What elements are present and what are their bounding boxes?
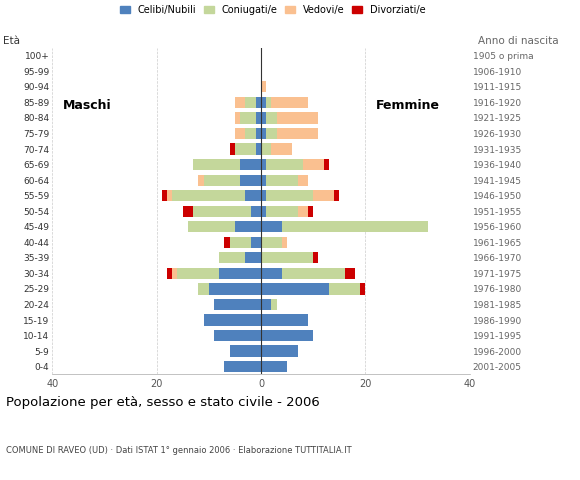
Bar — [313, 252, 318, 264]
Bar — [256, 128, 261, 139]
Bar — [334, 190, 339, 201]
Bar — [261, 144, 271, 155]
Bar — [224, 361, 261, 372]
Bar — [266, 128, 277, 139]
Bar — [167, 190, 172, 201]
Bar — [209, 283, 261, 295]
Bar — [261, 252, 313, 264]
Bar — [261, 159, 266, 170]
Bar — [266, 159, 303, 170]
Bar — [345, 268, 355, 279]
Bar — [298, 205, 308, 217]
Text: Età: Età — [3, 36, 20, 46]
Bar — [214, 299, 261, 310]
Bar — [324, 159, 329, 170]
Bar — [235, 221, 261, 232]
Bar — [261, 268, 282, 279]
Bar — [162, 190, 167, 201]
Bar — [198, 283, 209, 295]
Bar — [251, 205, 261, 217]
Bar — [261, 205, 266, 217]
Bar — [261, 237, 282, 248]
Bar — [240, 175, 261, 186]
Bar — [261, 221, 282, 232]
Bar — [224, 237, 230, 248]
Text: Anno di nascita: Anno di nascita — [478, 36, 559, 46]
Bar — [282, 237, 287, 248]
Bar — [266, 190, 313, 201]
Bar — [235, 128, 245, 139]
Bar — [271, 144, 292, 155]
Bar — [266, 97, 271, 108]
Bar — [261, 112, 266, 123]
Bar — [282, 221, 428, 232]
Text: COMUNE DI RAVEO (UD) · Dati ISTAT 1° gennaio 2006 · Elaborazione TUTTITALIA.IT: COMUNE DI RAVEO (UD) · Dati ISTAT 1° gen… — [6, 446, 351, 456]
Bar — [183, 205, 193, 217]
Text: Femmine: Femmine — [376, 99, 440, 112]
Bar — [235, 97, 245, 108]
Bar — [261, 346, 298, 357]
Bar — [266, 112, 277, 123]
Bar — [261, 175, 266, 186]
Bar — [256, 112, 261, 123]
Bar — [240, 112, 256, 123]
Bar — [245, 128, 256, 139]
Bar — [261, 128, 266, 139]
Bar — [266, 205, 298, 217]
Bar — [219, 252, 245, 264]
Legend: Celibi/Nubili, Coniugati/e, Vedovi/e, Divorziati/e: Celibi/Nubili, Coniugati/e, Vedovi/e, Di… — [120, 5, 425, 15]
Bar — [261, 283, 329, 295]
Bar — [188, 221, 235, 232]
Bar — [230, 144, 235, 155]
Bar — [245, 190, 261, 201]
Bar — [261, 97, 266, 108]
Bar — [261, 330, 313, 341]
Text: Maschi: Maschi — [63, 99, 111, 112]
Bar — [245, 97, 256, 108]
Bar — [251, 237, 261, 248]
Bar — [282, 268, 345, 279]
Bar — [261, 361, 287, 372]
Bar — [261, 190, 266, 201]
Bar — [193, 159, 240, 170]
Bar — [230, 346, 261, 357]
Bar — [167, 268, 172, 279]
Bar — [198, 175, 204, 186]
Bar — [214, 330, 261, 341]
Bar — [261, 81, 266, 93]
Bar — [303, 159, 324, 170]
Bar — [271, 299, 277, 310]
Bar — [256, 97, 261, 108]
Bar — [271, 97, 308, 108]
Bar — [230, 237, 251, 248]
Bar — [266, 175, 298, 186]
Bar — [177, 268, 219, 279]
Bar — [256, 144, 261, 155]
Text: Popolazione per età, sesso e stato civile - 2006: Popolazione per età, sesso e stato civil… — [6, 396, 320, 409]
Bar — [193, 205, 251, 217]
Bar — [219, 268, 261, 279]
Bar — [261, 314, 308, 325]
Bar — [277, 112, 318, 123]
Bar — [235, 144, 256, 155]
Bar — [204, 314, 261, 325]
Bar — [235, 112, 240, 123]
Bar — [329, 283, 360, 295]
Bar — [245, 252, 261, 264]
Bar — [308, 205, 313, 217]
Bar — [313, 190, 334, 201]
Bar — [172, 190, 245, 201]
Bar — [172, 268, 177, 279]
Bar — [204, 175, 240, 186]
Bar — [298, 175, 308, 186]
Bar — [261, 299, 271, 310]
Bar — [277, 128, 318, 139]
Bar — [360, 283, 365, 295]
Bar — [240, 159, 261, 170]
